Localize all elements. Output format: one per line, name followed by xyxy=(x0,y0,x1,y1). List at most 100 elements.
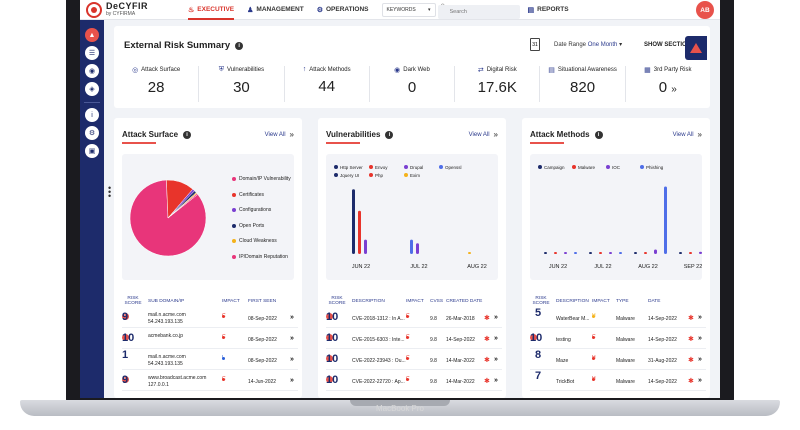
legend-item[interactable]: Exim xyxy=(404,173,420,178)
tab-executive[interactable]: ♨ EXECUTIVE xyxy=(188,0,235,20)
bar[interactable] xyxy=(699,251,702,254)
table-row[interactable]: 8 Maze H Malware 31-Aug-2022 ✱» xyxy=(530,349,706,370)
metric-digital-risk[interactable]: ⇄ Digital Risk 17.6K xyxy=(455,66,541,102)
bar[interactable] xyxy=(358,210,361,254)
double-chevron-right-icon[interactable]: » xyxy=(494,335,498,342)
sidebar-folder-icon[interactable]: ☰ xyxy=(85,46,99,60)
double-chevron-right-icon[interactable]: » xyxy=(290,335,294,342)
bar[interactable] xyxy=(352,189,355,254)
legend-item[interactable]: Http Server xyxy=(334,165,363,170)
bar[interactable] xyxy=(609,252,612,254)
sidebar-gear-icon[interactable]: ⚙ xyxy=(85,126,99,140)
bar[interactable] xyxy=(679,252,682,254)
legend-item[interactable]: Campaign xyxy=(538,165,565,170)
bar[interactable] xyxy=(644,252,647,254)
double-chevron-right-icon[interactable]: » xyxy=(494,377,498,384)
legend-item[interactable]: Jquery UI xyxy=(334,173,359,178)
table-row[interactable]: 9www.broadcast.acme.com127.0.0.1C14-Jun-… xyxy=(122,373,298,391)
double-chevron-right-icon[interactable]: » xyxy=(698,356,702,363)
bug-icon[interactable]: ✱ xyxy=(688,315,694,322)
double-chevron-right-icon[interactable]: » xyxy=(290,377,294,384)
double-chevron-right-icon[interactable]: » xyxy=(698,335,702,342)
bug-icon[interactable]: ✱ xyxy=(688,357,694,364)
sidebar-info-icon[interactable]: i xyxy=(85,108,99,122)
bar[interactable] xyxy=(654,249,657,255)
bar[interactable] xyxy=(564,252,567,254)
legend-item[interactable]: Open Ports xyxy=(232,223,264,229)
reports-link[interactable]: ▤ REPORTS xyxy=(527,6,569,14)
bar[interactable] xyxy=(416,243,419,254)
legend-item[interactable]: Openssl xyxy=(439,165,462,170)
bar[interactable] xyxy=(689,252,692,254)
legend-item[interactable]: Cloud Weakness xyxy=(232,238,277,244)
bar[interactable] xyxy=(599,252,602,254)
bug-icon[interactable]: ✱ xyxy=(484,336,490,343)
more-dots-icon[interactable]: • • • xyxy=(108,183,112,201)
view-all-link[interactable]: View All» xyxy=(672,130,702,139)
alert-tab[interactable] xyxy=(685,36,707,60)
bar[interactable] xyxy=(589,252,592,254)
table-row[interactable]: 1 mail.n.acme.com 54.243.193.135 L 08-Sep-20… xyxy=(122,349,298,370)
legend-item[interactable]: Envoy xyxy=(369,165,388,170)
table-row[interactable]: 9mail.n.acme.com54.243.193.135C08-Sep-20… xyxy=(122,310,298,328)
bar[interactable] xyxy=(468,252,471,254)
double-chevron-right-icon[interactable]: » xyxy=(698,377,702,384)
double-chevron-right-icon[interactable]: » xyxy=(290,356,294,363)
calendar-icon[interactable]: 31 xyxy=(530,38,540,51)
metric-attack-methods[interactable]: ↑ Attack Methods 44 xyxy=(285,66,370,102)
legend-item[interactable]: IOC xyxy=(606,165,621,170)
bar[interactable] xyxy=(554,252,557,254)
double-chevron-right-icon[interactable]: » xyxy=(698,314,702,321)
legend-item[interactable]: IP/Domain Reputation xyxy=(232,254,288,260)
legend-item[interactable]: Configurations xyxy=(232,207,271,213)
date-range[interactable]: Date Range One Month ▾ xyxy=(554,42,623,48)
info-icon[interactable]: i xyxy=(183,130,192,139)
info-icon[interactable]: i xyxy=(235,41,244,50)
metric-vulnerabilities[interactable]: ⛨ Vulnerabilities 30 xyxy=(199,66,285,102)
double-chevron-right-icon[interactable]: » xyxy=(290,314,294,321)
bar[interactable] xyxy=(664,186,667,255)
pie-slice[interactable] xyxy=(167,193,199,219)
sidebar-bulb-icon[interactable]: ◈ xyxy=(85,82,99,96)
metric-3rd-party-risk[interactable]: ▦ 3rd Party Risk 0 » xyxy=(644,67,692,96)
legend-item[interactable]: Domain/IP Vulnerability xyxy=(232,176,291,182)
logo[interactable]: DeCYFIR by CYFIRMA xyxy=(80,1,188,18)
legend-item[interactable]: Phishing xyxy=(640,165,664,170)
view-all-link[interactable]: View All» xyxy=(264,130,294,139)
legend-item[interactable]: Certificates xyxy=(232,192,264,198)
bar[interactable] xyxy=(634,252,637,254)
bar[interactable] xyxy=(574,252,577,254)
metric-situational-awareness[interactable]: ▤ Situational Awareness 820 xyxy=(540,66,626,102)
legend-item[interactable]: Drupal xyxy=(404,165,423,170)
tab-management[interactable]: ♟ MANAGEMENT xyxy=(247,6,304,14)
bug-icon[interactable]: ✱ xyxy=(484,315,490,322)
metric-attack-surface[interactable]: ◎ Attack Surface 28 xyxy=(114,66,200,102)
table-row[interactable]: 7 TrickBot H Malware 14-Sep-2022 ✱» xyxy=(530,370,706,391)
bar[interactable] xyxy=(544,252,547,254)
bar[interactable] xyxy=(619,252,622,254)
metric-dark-web[interactable]: ◉ Dark Web 0 xyxy=(370,66,456,102)
legend-item[interactable]: Malware xyxy=(572,165,596,170)
legend-item[interactable]: Php xyxy=(369,173,384,178)
double-chevron-right-icon[interactable]: » xyxy=(494,314,498,321)
double-chevron-right-icon[interactable]: » xyxy=(671,84,677,95)
double-chevron-right-icon[interactable]: » xyxy=(494,356,498,363)
sidebar-fingerprint-icon[interactable]: ◉ xyxy=(85,64,99,78)
sidebar-card-icon[interactable]: ▣ xyxy=(85,144,99,158)
bug-icon[interactable]: ✱ xyxy=(688,336,694,343)
sidebar-alert-icon[interactable]: ▲ xyxy=(85,28,99,42)
keywords-dropdown[interactable]: KEYWORDS ▾ xyxy=(381,2,436,17)
avatar[interactable]: AB xyxy=(696,1,714,19)
search-input[interactable] xyxy=(437,5,520,19)
info-icon[interactable]: i xyxy=(594,130,603,139)
bug-icon[interactable]: ✱ xyxy=(484,357,490,364)
view-all-link[interactable]: View All» xyxy=(468,130,498,139)
bar[interactable] xyxy=(364,239,367,254)
table-row[interactable]: 5 WaterBear M... H Malware 14-Sep-2022 ✱» xyxy=(530,307,706,328)
